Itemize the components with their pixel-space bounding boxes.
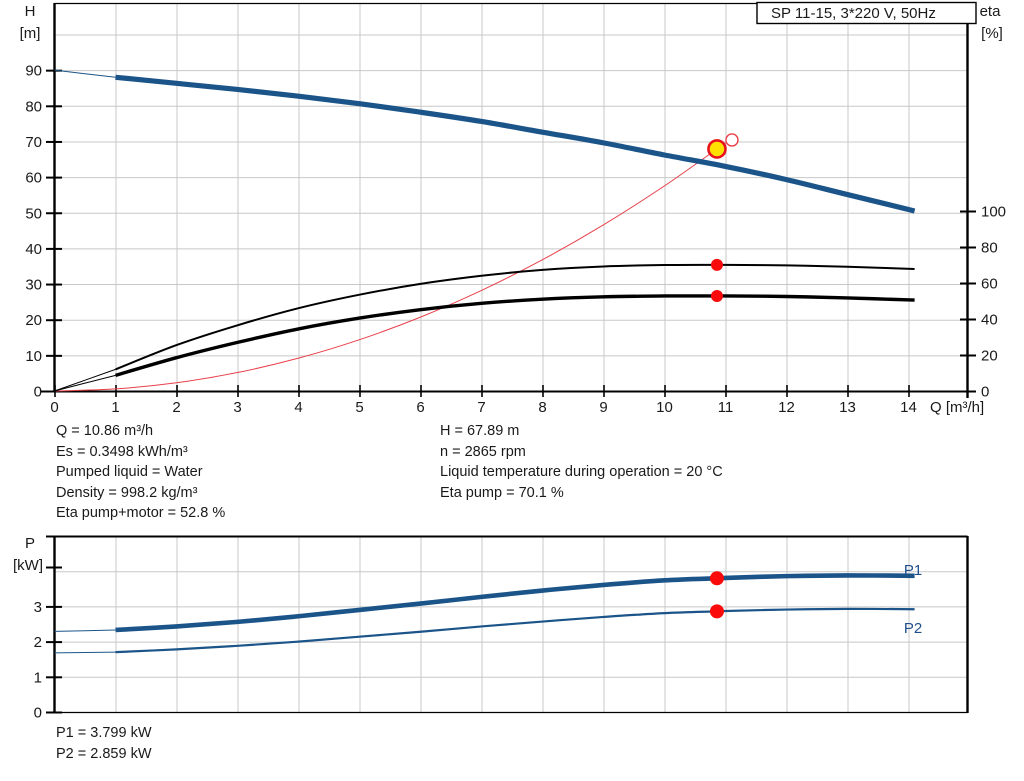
- main-y-axis-title-line1: H: [25, 3, 36, 20]
- power-y-tick: 2: [34, 634, 42, 651]
- duty-point-info-left: Q = 10.86 m³/h Es = 0.3498 kWh/m³ Pumped…: [56, 421, 225, 524]
- main-y-tick: 40: [25, 241, 42, 258]
- main-x-tick: 2: [172, 399, 180, 416]
- main-y-tick: 0: [34, 384, 42, 401]
- main-x-tick: 5: [355, 399, 363, 416]
- head-curve-thin: [54, 69, 116, 78]
- main-y-tick: 10: [25, 348, 42, 365]
- main-x-tick: 14: [900, 399, 917, 416]
- info-right-row: H = 67.89 m: [440, 423, 520, 439]
- main-y2-tick: 100: [981, 204, 1006, 221]
- main-x-tick: 0: [50, 399, 58, 416]
- main-y2-tick: 20: [981, 348, 998, 365]
- power-y-axis-title-line1: P: [25, 535, 35, 552]
- power-readout-row: P2 = 2.859 kW: [56, 745, 152, 762]
- power-duty-markers: [709, 571, 724, 619]
- main-x-tick: 6: [416, 399, 424, 416]
- main-x-tick: 3: [233, 399, 241, 416]
- power-readout: P1 = 3.799 kW P2 = 2.859 kW: [56, 723, 152, 764]
- main-x-axis-title: Q [m³/h]: [930, 399, 984, 416]
- main-y2-tick: 0: [981, 384, 989, 401]
- main-x-tick: 11: [718, 399, 734, 416]
- main-x-tick: 10: [656, 399, 673, 416]
- main-x-tick: 9: [599, 399, 607, 416]
- main-x-tick: 12: [778, 399, 795, 416]
- info-right-row: Liquid temperature during operation = 20…: [440, 464, 723, 480]
- power-curve-group: [54, 573, 915, 654]
- chart-title: SP 11-15, 3*220 V, 50Hz: [771, 5, 936, 22]
- main-y-tick: 90: [25, 63, 42, 80]
- main-x-tick: 13: [839, 399, 856, 416]
- system-curve: [54, 142, 726, 392]
- p2-duty-marker: [709, 604, 724, 619]
- info-left-row: Eta pump+motor = 52.8 %: [56, 505, 226, 521]
- main-x-tick: 7: [477, 399, 485, 416]
- main-y2-tick-labels: 0 20 40 60 80 100: [981, 204, 1006, 401]
- duty-point-hollow-marker: [725, 133, 739, 147]
- curve-group: [54, 69, 916, 392]
- main-y-tick: 30: [25, 277, 42, 294]
- main-y2-axis-title-line2: [%]: [981, 25, 1003, 42]
- info-left-row: Pumped liquid = Water: [56, 464, 203, 480]
- chart-title-box: SP 11-15, 3*220 V, 50Hz: [756, 1, 977, 25]
- power-grid: [54, 536, 968, 712]
- p1-series-label: P1: [904, 562, 922, 579]
- info-right-row: n = 2865 rpm: [440, 443, 526, 460]
- main-axes: [40, 2, 969, 398]
- power-y-tick: 1: [34, 669, 42, 686]
- main-y2-tick: 40: [981, 312, 998, 329]
- p2-curve: [115, 607, 915, 654]
- eta-pump-motor-curve-thin: [54, 374, 116, 392]
- main-x-tick: 1: [111, 399, 119, 416]
- duty-point-marker: [707, 139, 727, 159]
- duty-point-info-right: H = 67.89 m n = 2865 rpm Liquid temperat…: [440, 421, 723, 503]
- info-left-row: Density = 998.2 kg/m³: [56, 484, 198, 501]
- main-y2-tick: 80: [981, 240, 998, 257]
- duty-markers: [707, 133, 739, 302]
- p2-curve-thin: [54, 651, 116, 654]
- p1-curve: [115, 573, 915, 633]
- main-y-tick: 60: [25, 170, 42, 187]
- main-y-tick: 50: [25, 205, 42, 222]
- eta-pump-motor-curve: [115, 294, 915, 377]
- head-curve: [115, 74, 916, 214]
- eta-pump-motor-duty-marker: [710, 289, 723, 302]
- eta-pump-curve-thin: [54, 368, 116, 392]
- eta-pump-duty-marker: [710, 258, 723, 271]
- power-chart: 0 1 2 3 P [kW] P1 P2: [13, 535, 969, 722]
- main-y-tick-labels: 0 10 20 30 40 50 60 70 80 90: [25, 63, 42, 401]
- p1-duty-marker: [709, 571, 724, 586]
- info-left-row: Q = 10.86 m³/h: [56, 423, 154, 439]
- eta-pump-curve: [115, 263, 915, 371]
- info-left-row: Es = 0.3498 kWh/m³: [56, 443, 188, 460]
- power-y-tick: 3: [34, 599, 42, 616]
- power-y-tick: 0: [34, 705, 42, 722]
- p2-series-label: P2: [904, 620, 922, 637]
- main-y2-tick: 60: [981, 276, 998, 293]
- main-x-tick-labels: 0 1 2 3 4 5 6 7 8 9 10 11 12 13 14: [50, 399, 917, 416]
- info-right-row: Eta pump = 70.1 %: [440, 484, 564, 501]
- main-y2-axis-title-line1: eta: [980, 3, 1002, 20]
- main-x-tick: 8: [538, 399, 546, 416]
- main-y-tick: 70: [25, 134, 42, 151]
- main-grid: [54, 3, 968, 391]
- main-x-tick: 4: [294, 399, 302, 416]
- main-y-tick: 80: [25, 98, 42, 115]
- power-readout-row: P1 = 3.799 kW: [56, 725, 152, 741]
- power-y-axis-title-line2: [kW]: [13, 557, 43, 574]
- power-axes: [53, 535, 969, 714]
- main-y-axis-title-line2: [m]: [20, 25, 41, 42]
- main-y-tick: 20: [25, 312, 42, 329]
- power-y-tick-labels: 0 1 2 3: [34, 599, 42, 722]
- p1-curve-thin: [54, 629, 116, 632]
